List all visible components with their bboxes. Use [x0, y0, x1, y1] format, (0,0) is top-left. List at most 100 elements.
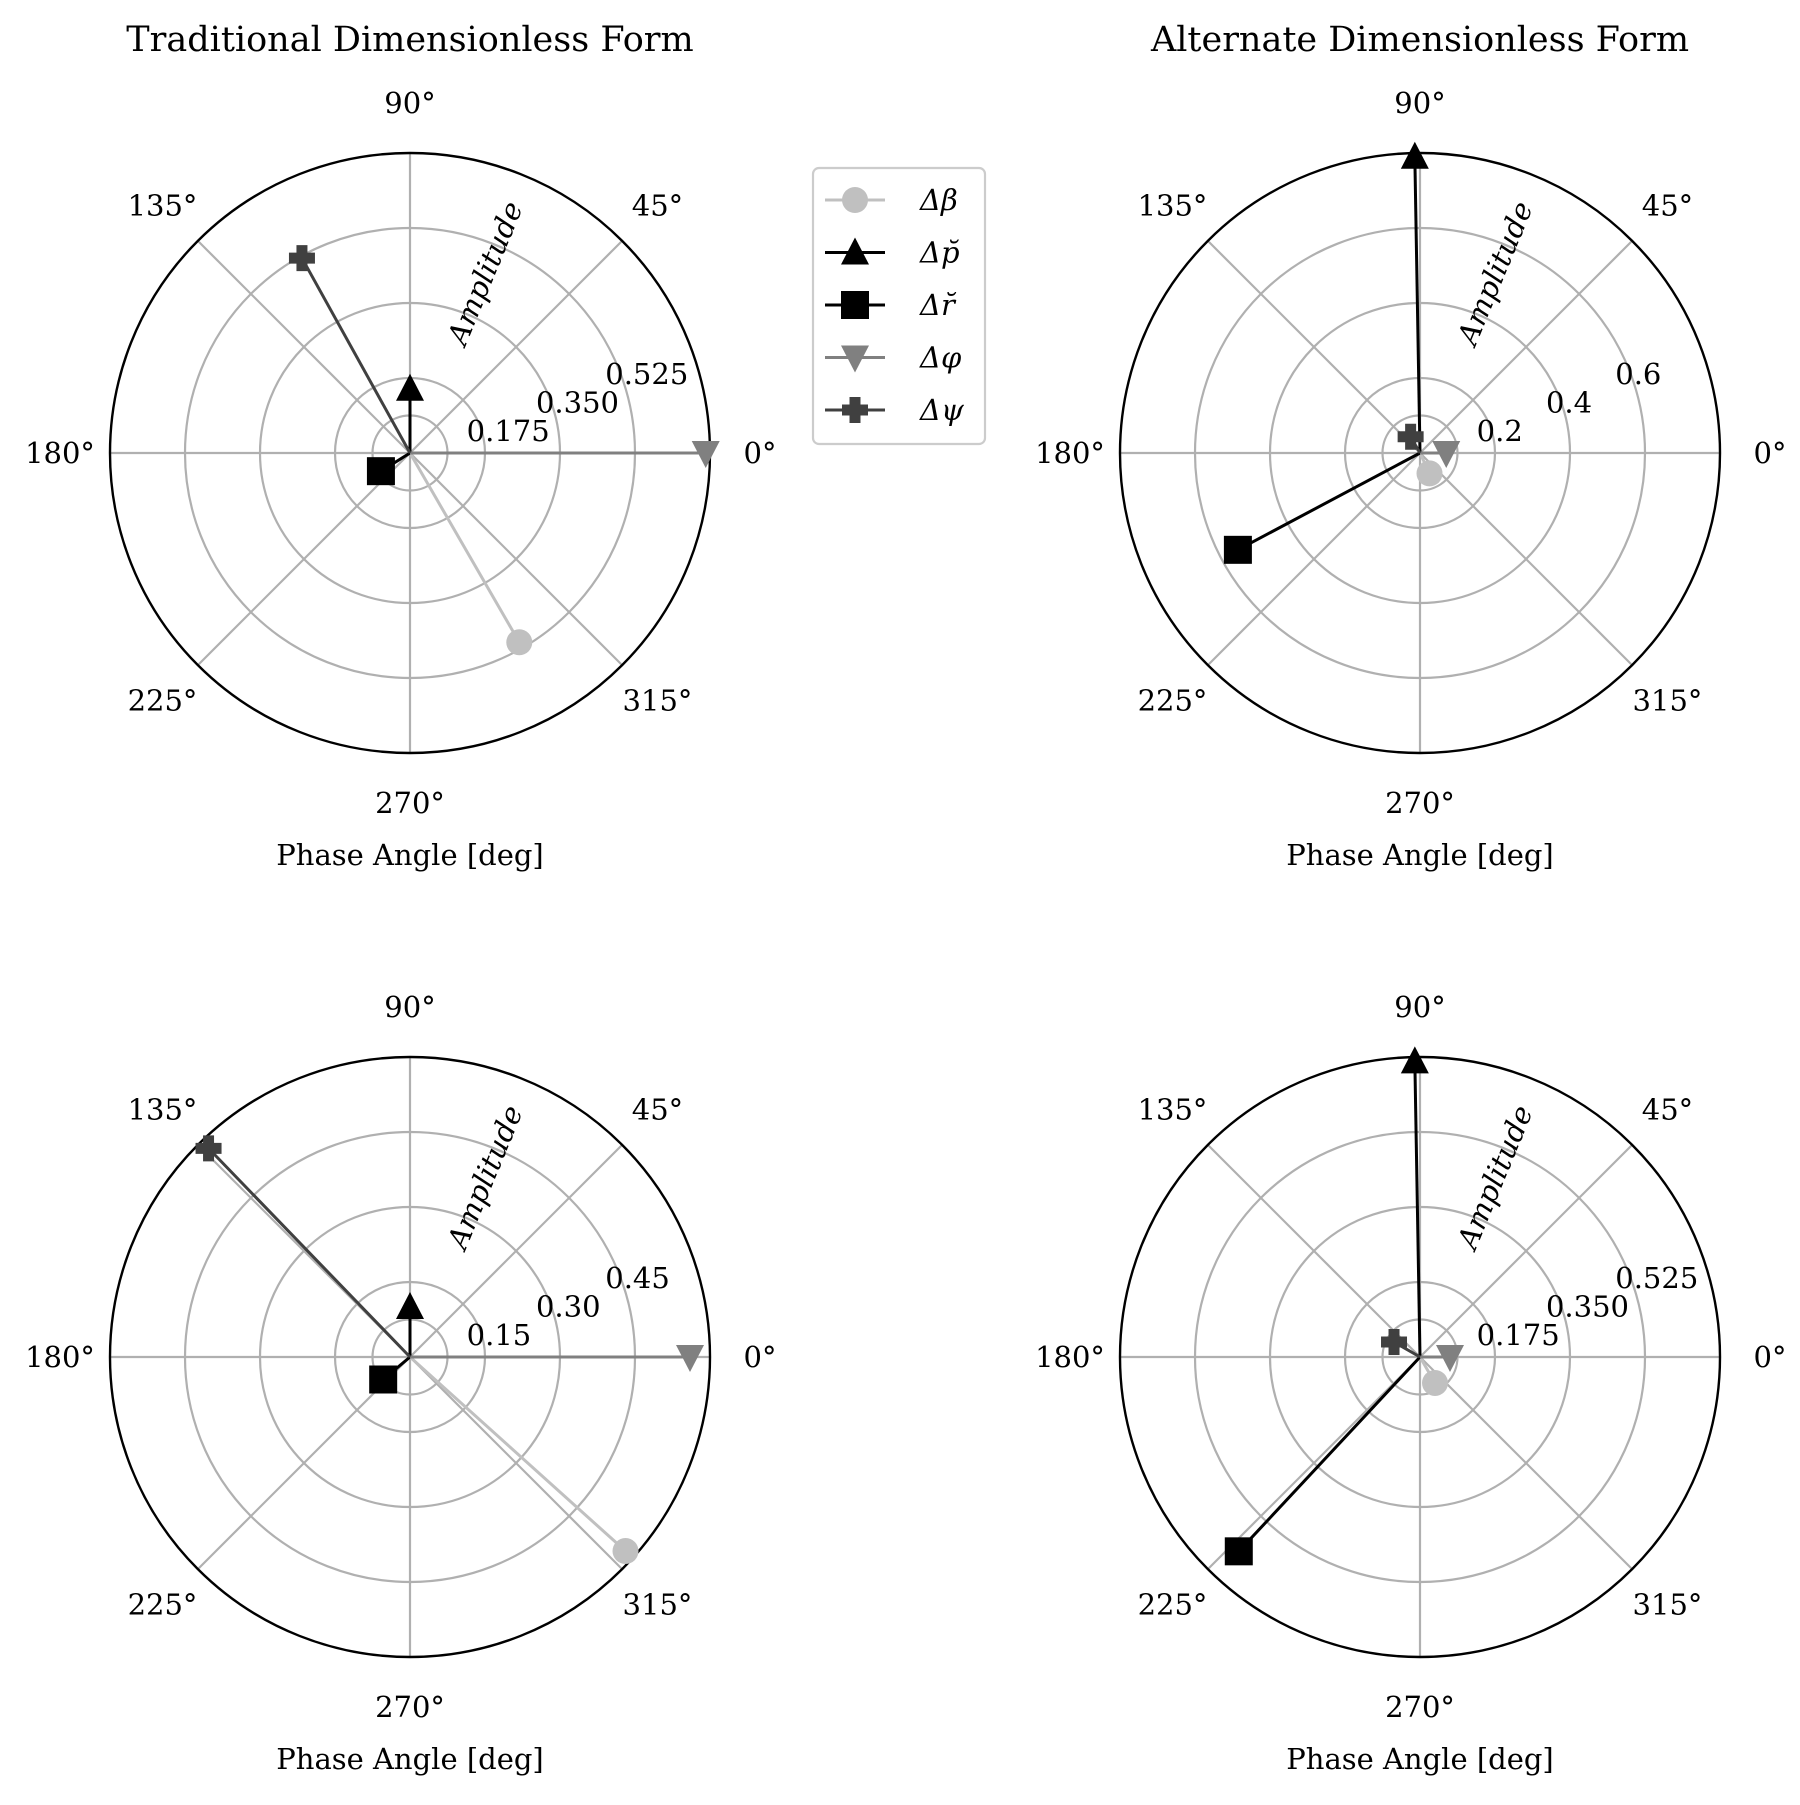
legend-label: Δφ	[919, 341, 962, 375]
angle-tick-label: 90°	[384, 86, 435, 120]
series-marker	[506, 629, 533, 656]
radial-gridline	[1268, 301, 1572, 605]
legend-marker	[841, 291, 869, 319]
angle-tick-label: 45°	[1642, 1093, 1693, 1127]
radial-tick-label: 0.45	[605, 1261, 670, 1295]
angle-tick-label: 45°	[632, 1093, 683, 1127]
angle-tick-label: 270°	[375, 786, 445, 820]
legend-label: Δr̆	[919, 288, 957, 322]
angle-tick-label: 0°	[744, 1340, 777, 1374]
x-axis-label: Phase Angle [deg]	[1286, 1742, 1554, 1776]
series-marker	[691, 441, 720, 468]
angle-tick-label: 315°	[623, 1587, 693, 1621]
radial-axis-label: Amplitude	[439, 1100, 530, 1256]
series-marker	[612, 1538, 639, 1565]
polar-plot-2: 0° 45° 90° 135° 180° 225° 270° 315° 0.2 0.4 0.6 Amp…	[1035, 20, 1786, 872]
legend-item: Δβ	[825, 183, 958, 217]
legend: Δβ Δp̆ Δr̆ Δφ Δψ	[811, 166, 987, 446]
angle-tick-label: 180°	[25, 1340, 95, 1374]
series-marker	[369, 1365, 398, 1394]
plot-title: Traditional Dimensionless Form	[126, 20, 693, 60]
angle-tick-label: 225°	[1138, 683, 1208, 717]
angle-tick-label: 45°	[632, 189, 683, 223]
angle-tick-label: 315°	[1633, 1587, 1703, 1621]
series-marker	[1436, 1345, 1464, 1372]
series-marker	[366, 457, 395, 486]
radial-tick-label: 0.6	[1615, 357, 1661, 391]
angle-tick-label: 90°	[384, 990, 435, 1024]
series-marker	[1400, 141, 1429, 169]
angle-tick-label: 225°	[128, 683, 198, 717]
series-marker	[1381, 1329, 1408, 1355]
angle-tick-label: 180°	[1035, 1340, 1105, 1374]
series-line	[1237, 451, 1421, 552]
series-marker	[288, 245, 315, 272]
plot-title: Alternate Dimensionless Form	[1150, 20, 1689, 60]
series-marker	[1422, 1369, 1448, 1396]
angle-tick-label: 135°	[128, 189, 198, 223]
angle-tick-label: 315°	[623, 683, 693, 717]
radial-tick-label: 0.30	[536, 1290, 601, 1324]
angle-tick-label: 0°	[1754, 436, 1787, 470]
x-axis-label: Phase Angle [deg]	[276, 1742, 544, 1776]
radial-tick-label: 0.175	[1477, 1318, 1560, 1352]
angle-tick-label: 0°	[1754, 1340, 1787, 1374]
radial-axis-label: Amplitude	[1449, 1100, 1540, 1256]
series-line	[1237, 1355, 1422, 1553]
radial-gridline	[1193, 226, 1647, 680]
angle-tick-label: 225°	[1138, 1587, 1208, 1621]
series-line	[1413, 156, 1422, 454]
legend-item: Δψ	[825, 393, 964, 427]
radial-tick-label: 0.525	[1615, 1261, 1698, 1295]
polar-plot-3: 0° 45° 90° 135° 180° 225° 270° 315° 0.150.300.45…	[25, 990, 776, 1776]
legend-marker	[841, 237, 869, 265]
series-line	[408, 452, 521, 644]
series-marker	[1400, 1046, 1429, 1074]
polar-plot-1: 0° 45° 90° 135° 180° 225° 270° 315° 0.1750.3500.…	[25, 20, 776, 872]
series-marker	[1397, 423, 1424, 450]
radial-tick-label: 0.350	[1546, 1290, 1629, 1324]
legend-marker	[842, 397, 868, 423]
legend-label: Δp̆	[919, 236, 960, 270]
polar-spine	[108, 1055, 712, 1659]
angle-tick-label: 135°	[1138, 1093, 1208, 1127]
radial-tick-label: 0.525	[605, 357, 688, 391]
radial-axis-label: Amplitude	[439, 196, 530, 352]
angle-tick-label: 225°	[128, 1587, 198, 1621]
series-line	[408, 1355, 627, 1553]
legend-label: Δβ	[919, 183, 958, 217]
legend-label: Δψ	[919, 393, 964, 427]
angle-tick-label: 90°	[1394, 990, 1445, 1024]
x-axis-label: Phase Angle [deg]	[276, 838, 544, 872]
radial-tick-label: 0.175	[467, 414, 550, 448]
polar-plot-4: 0° 45° 90° 135° 180° 225° 270° 315° 0.1750.3500.…	[1035, 990, 1786, 1776]
radial-tick-label: 0.4	[1546, 386, 1592, 420]
radial-gridline	[1268, 1205, 1572, 1509]
angle-tick-label: 45°	[1642, 189, 1693, 223]
angle-tick-label: 270°	[375, 1690, 445, 1724]
angle-tick-label: 315°	[1633, 683, 1703, 717]
radial-tick-label: 0.15	[467, 1318, 532, 1352]
series-marker	[676, 1345, 704, 1372]
series-marker	[1432, 441, 1461, 468]
radial-tick-label: 0.2	[1477, 414, 1523, 448]
legend-item: Δr̆	[825, 288, 957, 322]
series-marker	[1223, 535, 1252, 564]
radial-axis-label: Amplitude	[1449, 196, 1540, 352]
angle-tick-label: 135°	[128, 1093, 198, 1127]
series-marker	[396, 373, 424, 401]
series-line	[300, 257, 412, 454]
series-marker	[1224, 1537, 1253, 1566]
radial-gridline	[1193, 1130, 1647, 1584]
legend-marker	[842, 187, 868, 213]
series-line	[207, 1147, 412, 1359]
angle-tick-label: 0°	[744, 436, 777, 470]
series-marker	[1416, 460, 1443, 487]
series-marker	[396, 1292, 424, 1319]
series-marker	[195, 1135, 222, 1162]
angle-tick-label: 90°	[1394, 86, 1445, 120]
angle-tick-label: 180°	[25, 436, 95, 470]
angle-tick-label: 180°	[1035, 436, 1105, 470]
